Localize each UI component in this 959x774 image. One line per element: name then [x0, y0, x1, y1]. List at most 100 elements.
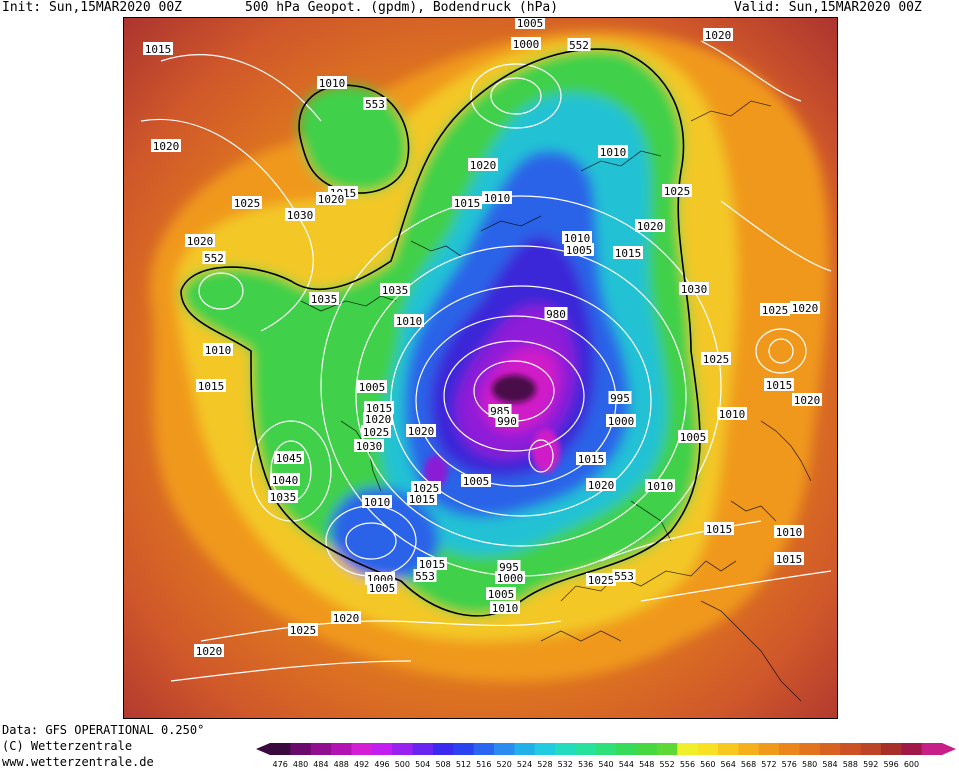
pressure-label-text: 552 [569, 39, 589, 52]
pressure-label-text: 1030 [681, 283, 708, 296]
pressure-label: 552 [567, 38, 591, 52]
data-source-label: Data: GFS OPERATIONAL 0.250° [2, 723, 205, 737]
pressure-label-text: 1015 [366, 402, 393, 415]
pressure-label-text: 1015 [198, 380, 225, 393]
pressure-label: 1000 [511, 37, 541, 51]
pressure-label: 1015 [774, 552, 804, 566]
pressure-label: 1015 [613, 246, 643, 260]
pressure-label-text: 1015 [578, 453, 605, 466]
pressure-label: 1025 [288, 623, 318, 637]
legend-tick-label: 560 [700, 760, 715, 769]
height-cores [424, 375, 560, 487]
pressure-label: 1010 [394, 314, 424, 328]
pressure-label-text: 1025 [413, 482, 440, 495]
legend-swatch [310, 743, 332, 755]
pressure-label-text: 1020 [792, 302, 819, 315]
legend-arrow-low [256, 743, 270, 755]
pressure-label: 552 [202, 251, 226, 265]
pressure-label-text: 1025 [762, 304, 789, 317]
pressure-label-text: 1020 [705, 29, 732, 42]
color-legend: 476 480 484 488 492 496 500 504 508 512 516 520 524 5… [256, 740, 956, 770]
pressure-label: 553 [363, 97, 387, 111]
chart-title: 500 hPa Geopot. (gpdm), Bodendruck (hPa) [245, 0, 559, 15]
legend-swatch [432, 743, 454, 755]
pressure-label: 1015 [417, 557, 447, 571]
legend-swatch [616, 743, 638, 755]
pressure-label: 980 [544, 307, 568, 321]
pressure-label: 553 [612, 569, 636, 583]
pressure-label: 1010 [562, 231, 592, 245]
pressure-label-text: 1010 [776, 526, 803, 539]
pressure-label-text: 1005 [359, 381, 386, 394]
pressure-label: 1025 [701, 352, 731, 366]
pressure-label-text: 553 [415, 570, 435, 583]
legend-swatch [371, 743, 393, 755]
pressure-label: 1025 [760, 303, 790, 317]
pressure-label-text: 1010 [484, 192, 511, 205]
pressure-label: 1015 [704, 522, 734, 536]
legend-swatch [412, 743, 434, 755]
init-time-label: Init: Sun,15MAR2020 00Z [2, 0, 183, 15]
copyright-label: (C) Wetterzentrale [2, 739, 133, 753]
legend-tick-label: 488 [334, 760, 349, 769]
pressure-label: 1005 [357, 380, 387, 394]
pressure-label: 1005 [461, 474, 491, 488]
legend-arrow-high [942, 743, 956, 755]
pressure-label: 1010 [645, 479, 675, 493]
pressure-label-text: 1030 [287, 209, 314, 222]
legend-swatch [270, 743, 291, 755]
pressure-label: 1035 [380, 283, 410, 297]
coastlines [300, 100, 812, 702]
pressure-label-text: 1020 [470, 159, 497, 172]
legend-swatch [840, 743, 862, 755]
green-cell-nw [299, 85, 409, 194]
legend-tick-label: 532 [558, 760, 573, 769]
weather-map[interactable]: 1015101010201025103010151020102055210351… [123, 17, 838, 719]
legend-tick-label: 476 [273, 760, 288, 769]
pressure-label-text: 553 [614, 570, 634, 583]
pressure-label-text: 1010 [492, 602, 519, 615]
legend-swatch [351, 743, 373, 755]
pressure-label: 1015 [196, 379, 226, 393]
pressure-label: 1035 [309, 292, 339, 306]
pressure-label-text: 1015 [766, 379, 793, 392]
pressure-label: 1020 [790, 301, 820, 315]
contour-552 [180, 48, 701, 617]
low-core-center [492, 375, 536, 403]
legend-swatch [718, 743, 739, 755]
pressure-label-text: 1015 [776, 553, 803, 566]
pressure-label-text: 1020 [408, 425, 435, 438]
pressure-label-text: 1020 [637, 220, 664, 233]
pressure-label: 1015 [407, 492, 437, 506]
pressure-label-text: 1020 [196, 645, 223, 658]
pressure-label: 1010 [490, 601, 520, 615]
pressure-label-text: 1025 [363, 426, 390, 439]
pressure-label-text: 1010 [600, 146, 627, 159]
pressure-label-text: 1030 [356, 440, 383, 453]
legend-swatch [534, 743, 556, 755]
pressure-label-text: 1010 [205, 344, 232, 357]
pressure-label: 1005 [678, 430, 708, 444]
website-link[interactable]: www.wetterzentrale.de [2, 755, 154, 769]
pressure-label-text: 1010 [364, 496, 391, 509]
pressure-label: 1025 [662, 184, 692, 198]
pressure-label-text: 1035 [311, 293, 338, 306]
legend-swatch [473, 743, 495, 755]
pressure-label-text: 990 [497, 415, 517, 428]
pressure-label-text: 1010 [719, 408, 746, 421]
pressure-label-text: 552 [204, 252, 224, 265]
legend-swatch [453, 743, 475, 755]
pressure-label: 995 [608, 391, 632, 405]
pressure-label: 990 [495, 414, 519, 428]
pressure-label: 1025 [411, 481, 441, 495]
pressure-label: 1020 [331, 611, 361, 625]
height-field [150, 31, 830, 682]
legend-swatch [392, 743, 414, 755]
legend-tick-label: 564 [721, 760, 736, 769]
legend-tick-label: 528 [537, 760, 552, 769]
pressure-label-text: 1015 [706, 523, 733, 536]
pressure-label-text: 1005 [488, 588, 515, 601]
pressure-label: 1040 [270, 473, 300, 487]
pressure-label-text: 1005 [517, 18, 544, 30]
legend-swatch [921, 743, 943, 755]
